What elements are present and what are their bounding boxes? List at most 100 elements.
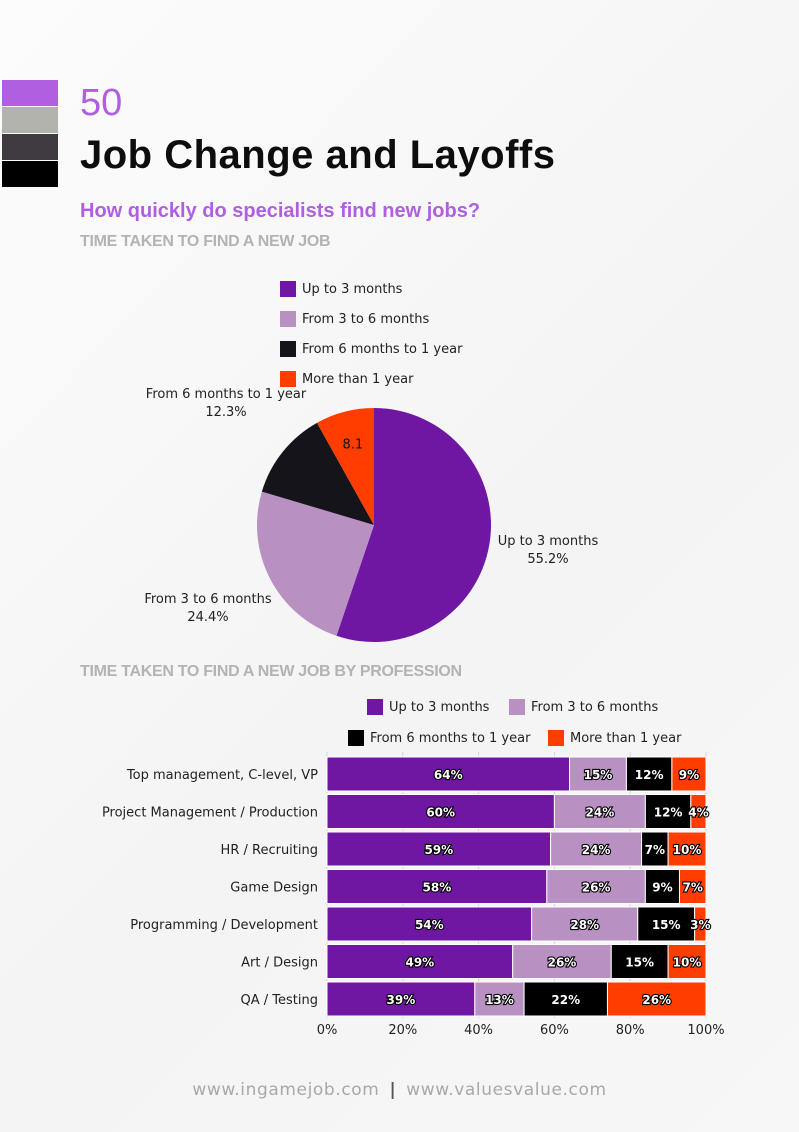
bar-segment [550,831,643,867]
bar-value-label: 12% [654,806,683,820]
bar-value-label: 24% [586,806,615,820]
bar-value-label: 39% [387,993,416,1007]
bar-legend-item: Up to 3 months [367,699,489,715]
pie-legend-item: Up to 3 months [280,274,462,304]
bar-value-label: 54% [415,918,444,932]
legend-swatch [280,281,296,297]
legend-label: Up to 3 months [302,281,403,297]
x-tick-label: 0% [317,1023,338,1038]
bar-segment [326,906,533,942]
bar-value-label: 15% [584,768,613,782]
pie-slice-name-label: From 6 months to 1 year [146,387,307,402]
pie-legend-item: From 6 months to 1 year [280,334,462,364]
bar-value-label: 4% [688,806,708,820]
pie-chart-title: TIME TAKEN TO FIND A NEW JOB [80,233,331,250]
bar-segment [606,981,707,1017]
bar-segment [641,831,669,867]
category-label: Project Management / Production [102,806,318,821]
bar-value-label: 26% [582,881,611,895]
bar-segment [512,944,612,979]
category-label: Programming / Development [130,918,318,933]
category-label: QA / Testing [241,993,318,1008]
category-label: Art / Design [241,956,318,971]
x-tick-label: 100% [687,1023,724,1038]
swatch-dark [2,134,58,160]
bar-value-label: 24% [582,843,611,857]
bar-segment [678,869,707,904]
bar-segment [326,794,555,829]
bar-segment [523,981,608,1017]
category-label: Top management, C-level, VP [126,768,318,783]
pie-legend-item: From 3 to 6 months [280,304,462,334]
legend-swatch [280,341,296,357]
bar-segment [667,944,707,979]
bar-segment [644,869,680,904]
legend-swatch [280,311,296,327]
bar-segment [326,831,552,867]
pie-slice [316,408,374,525]
pie-slice [261,422,374,525]
pie-slice-name-label: Up to 3 months [498,534,599,549]
bar-segment [637,906,696,942]
page-title: Job Change and Layoffs [80,133,556,177]
stacked-bar-chart: Top management, C-level, VP 64% 15% 12% 9% Pr… [102,752,725,1038]
pie-slice-value-label: 12.3% [205,405,246,420]
bar-value-label: 26% [642,993,671,1007]
swatch-purple [2,80,58,106]
bar-value-label: 64% [434,768,463,782]
bar-segment [610,944,669,979]
x-tick-label: 20% [388,1023,417,1038]
bar-value-label: 7% [683,881,703,895]
bar-segment [553,794,646,829]
legend-label: Up to 3 months [389,699,490,715]
bar-segment [326,944,514,979]
footer-separator: | [389,1080,397,1100]
legend-swatch [367,699,383,715]
bar-segment [326,869,548,904]
x-tick-label: 80% [616,1023,645,1038]
bar-segment [625,756,673,792]
bar-segment [671,756,707,792]
pie-slice-name-label: From 3 to 6 months [144,592,272,607]
bar-segment [569,756,627,792]
bar-value-label: 7% [645,843,665,857]
bar-value-label: 49% [405,956,434,970]
decorative-swatches [2,80,58,188]
bar-legend-item: From 6 months to 1 year [348,730,530,746]
bar-value-label: 12% [635,768,664,782]
bar-value-label: 60% [426,806,455,820]
bar-segment [531,906,639,942]
bar-value-label: 10% [673,843,702,857]
legend-swatch [280,371,296,387]
bar-legend-item: From 3 to 6 months [509,699,658,715]
category-label: Game Design [230,881,318,896]
pie-slice [336,408,492,642]
swatch-grey [2,107,58,133]
bar-value-label: 58% [423,881,452,895]
bar-value-label: 9% [652,881,672,895]
bar-segment [694,906,707,942]
legend-swatch [548,730,564,746]
legend-label: From 3 to 6 months [531,699,659,715]
footer-link-ingamejob[interactable]: www.ingamejob.com [192,1080,380,1100]
pie-slice-value-label: 24.4% [187,610,228,625]
bar-segment [474,981,525,1017]
x-tick-label: 60% [540,1023,569,1038]
page-subtitle: How quickly do specialists find new jobs… [80,200,481,222]
pie-slice [257,491,374,636]
footer-link-valuesvalue[interactable]: www.valuesvalue.com [406,1080,607,1100]
legend-label: From 3 to 6 months [302,311,430,327]
pie-legend-item: More than 1 year [280,364,462,394]
bar-value-label: 59% [424,843,453,857]
bar-chart-title: TIME TAKEN TO FIND A NEW JOB BY PROFESSI… [80,663,462,680]
pie-legend: Up to 3 months From 3 to 6 months From 6… [280,274,462,394]
bar-value-label: 15% [652,918,681,932]
legend-swatch [509,699,525,715]
footer: www.ingamejob.com | www.valuesvalue.com [0,1080,799,1100]
pie-slice-value-label: 8.1 [342,437,363,452]
bar-value-label: 10% [673,956,702,970]
legend-label: More than 1 year [570,730,682,746]
bar-value-label: 13% [485,993,514,1007]
bar-segment [690,794,707,829]
legend-label: From 6 months to 1 year [370,730,531,746]
